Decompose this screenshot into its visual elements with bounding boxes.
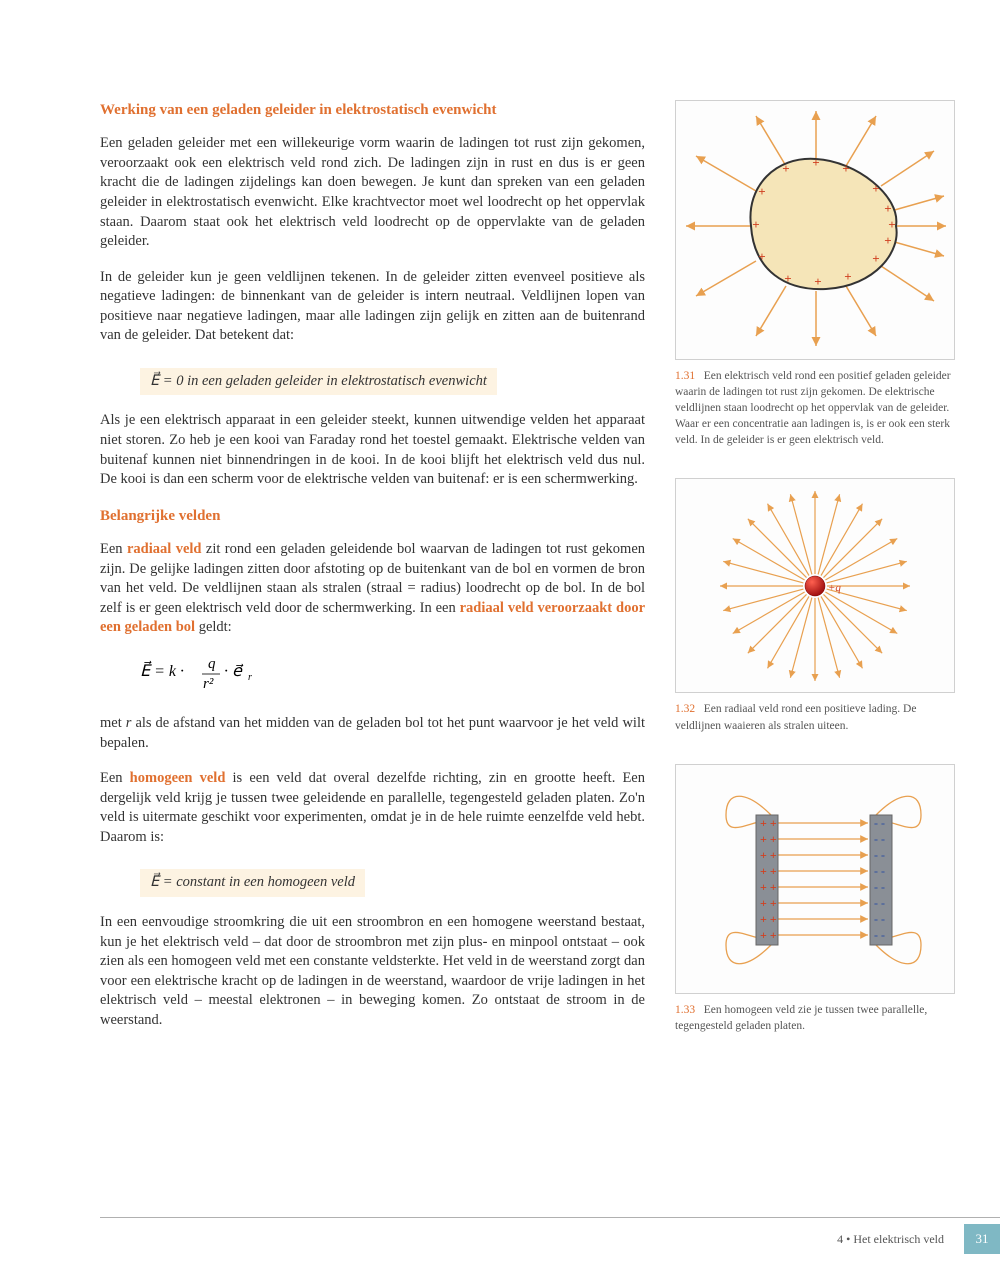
para-1-2: In de geleider kun je geen veldlijnen te…: [100, 268, 645, 346]
svg-text:- -: - -: [874, 864, 885, 878]
svg-text:+: +: [758, 184, 765, 199]
section-heading-2: Belangrijke velden: [100, 506, 645, 526]
svg-text:+: +: [842, 161, 849, 176]
svg-text:+: +: [844, 269, 851, 284]
svg-text:+: +: [888, 217, 895, 232]
svg-text:r²: r²: [203, 676, 214, 692]
figure-1-32: +q: [675, 478, 955, 693]
svg-text:+: +: [758, 249, 765, 264]
svg-text:- -: - -: [874, 816, 885, 830]
para-2-2: met r als de afstand van het midden van …: [100, 714, 645, 753]
conductor-field-svg: + + + + + + + + + + + + + +: [676, 101, 954, 359]
svg-text:+ +: + +: [760, 912, 777, 926]
svg-text:- -: - -: [874, 832, 885, 846]
svg-text:+: +: [872, 251, 879, 266]
charge-label: +q: [828, 582, 841, 594]
para-2-3: Een homogeen veld is een veld dat overal…: [100, 769, 645, 847]
section-heading-1: Werking van een geladen geleider in elek…: [100, 100, 645, 120]
para-1-1: Een geladen geleider met een willekeurig…: [100, 134, 645, 251]
formula-3: E⃗ = constant in een homogeen veld: [140, 869, 365, 897]
formula-2: E⃗ = k · q r² · e⃗ r: [140, 654, 645, 698]
svg-text:+ +: + +: [760, 832, 777, 846]
svg-text:- -: - -: [874, 896, 885, 910]
page-footer: 4 • Het elektrisch veld 31: [100, 1217, 1000, 1254]
svg-text:+: +: [872, 181, 879, 196]
figures-column: + + + + + + + + + + + + + + 1.31 Een: [675, 100, 955, 1064]
figure-1-33-caption: 1.33 Een homogeen veld zie je tussen twe…: [675, 1002, 955, 1034]
svg-text:r: r: [248, 672, 252, 683]
para-2-1: Een radiaal veld zit rond een geladen ge…: [100, 540, 645, 638]
svg-text:+: +: [784, 271, 791, 286]
svg-text:+: +: [814, 274, 821, 289]
formula-2-svg: E⃗ = k · q r² · e⃗ r: [140, 654, 260, 692]
svg-text:+: +: [812, 155, 819, 170]
svg-text:· e⃗: · e⃗: [224, 663, 244, 680]
homogeneous-field-svg: + + - - + + - - + + - - + + - - + + - - + + - - + + -…: [676, 765, 954, 993]
figure-1-31-caption: 1.31 Een elektrisch veld rond een positi…: [675, 368, 955, 448]
svg-text:+ +: + +: [760, 816, 777, 830]
svg-text:+: +: [782, 161, 789, 176]
svg-text:q: q: [208, 656, 216, 672]
radial-field-svg: +q: [676, 479, 954, 692]
para-1-3: Als je een elektrisch apparaat in een ge…: [100, 411, 645, 489]
svg-text:- -: - -: [874, 880, 885, 894]
svg-text:+ +: + +: [760, 928, 777, 942]
svg-text:+ +: + +: [760, 864, 777, 878]
svg-text:- -: - -: [874, 912, 885, 926]
svg-text:+ +: + +: [760, 880, 777, 894]
svg-text:- -: - -: [874, 928, 885, 942]
svg-text:- -: - -: [874, 848, 885, 862]
main-text-column: Werking van een geladen geleider in elek…: [100, 100, 645, 1064]
chapter-label: 4 • Het elektrisch veld: [837, 1232, 944, 1247]
figure-1-31: + + + + + + + + + + + + + +: [675, 100, 955, 360]
svg-text:+ +: + +: [760, 848, 777, 862]
svg-text:+ +: + +: [760, 896, 777, 910]
figure-1-32-caption: 1.32 Een radiaal veld rond een positieve…: [675, 701, 955, 733]
svg-text:+: +: [884, 233, 891, 248]
para-2-4: In een eenvoudige stroomkring die uit ee…: [100, 913, 645, 1030]
svg-text:E⃗ = k ·: E⃗ = k ·: [140, 660, 184, 680]
formula-1: E⃗ = 0 in een geladen geleider in elektr…: [140, 368, 497, 396]
svg-text:+: +: [884, 201, 891, 216]
svg-text:+: +: [752, 217, 759, 232]
figure-1-33: + + - - + + - - + + - - + + - - + + - - + + - - + + -…: [675, 764, 955, 994]
page-number: 31: [964, 1224, 1000, 1254]
